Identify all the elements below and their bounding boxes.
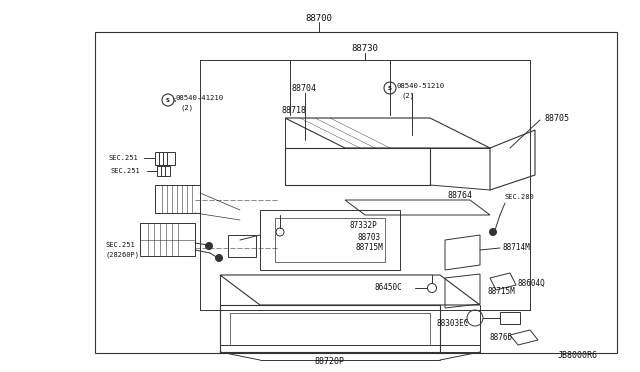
Text: S: S: [388, 86, 392, 90]
Text: SEC.251: SEC.251: [108, 155, 138, 161]
Text: (28260P): (28260P): [105, 252, 139, 258]
Text: SEC.251: SEC.251: [110, 168, 140, 174]
Text: 88718: 88718: [282, 106, 307, 115]
Circle shape: [490, 228, 497, 235]
Text: SEC.280: SEC.280: [505, 194, 535, 200]
Text: (2): (2): [402, 93, 415, 99]
Text: (2): (2): [181, 105, 194, 111]
Text: 88730: 88730: [351, 44, 378, 52]
Bar: [155, 185, 200, 213]
Circle shape: [205, 243, 212, 250]
Text: 08540-41210: 08540-41210: [175, 95, 223, 101]
Text: 88703: 88703: [358, 232, 381, 241]
Text: S: S: [166, 97, 170, 103]
Bar: [155, 152, 175, 165]
Text: 86450C: 86450C: [375, 283, 403, 292]
Text: 88700: 88700: [305, 13, 332, 22]
Text: 88604Q: 88604Q: [518, 279, 546, 288]
Text: 87332P: 87332P: [350, 221, 378, 230]
Text: 88715M: 88715M: [488, 286, 516, 295]
Bar: [140, 223, 195, 256]
Text: 88720P: 88720P: [315, 357, 345, 366]
Text: S: S: [172, 97, 175, 103]
Text: 08540-51210: 08540-51210: [397, 83, 445, 89]
Text: 88765: 88765: [490, 334, 513, 343]
Circle shape: [216, 254, 223, 262]
Bar: [157, 166, 170, 176]
Bar: [228, 235, 256, 257]
Text: 88764: 88764: [448, 190, 473, 199]
Text: 88704: 88704: [292, 83, 317, 93]
Text: SEC.251: SEC.251: [105, 242, 135, 248]
Text: JB8000R6: JB8000R6: [558, 350, 598, 359]
Bar: [95, 32, 617, 353]
Text: 88714M: 88714M: [503, 244, 531, 253]
Text: 88715M: 88715M: [356, 244, 384, 253]
Text: 88705: 88705: [545, 113, 570, 122]
Text: 88303EC: 88303EC: [437, 318, 469, 327]
